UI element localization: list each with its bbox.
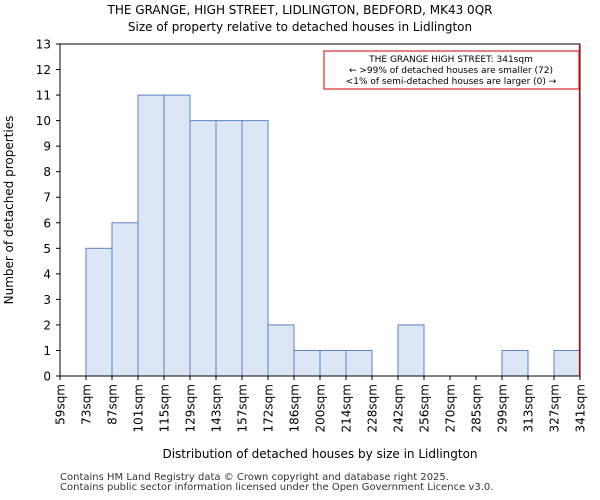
footer-line-1: Contains HM Land Registry data © Crown c… [60,472,449,483]
x-axis-label: Distribution of detached houses by size … [162,447,477,461]
x-tick-label: 87sqm [106,384,120,425]
histogram-bar [553,349,581,377]
footer-line-2: Contains public sector information licen… [60,482,494,493]
footer: Contains HM Land Registry data © Crown c… [60,473,493,493]
y-tick-label: 12 [36,63,51,77]
y-tick-label: 3 [43,293,51,307]
x-tick-label: 115sqm [158,384,172,432]
x-tick-label: 143sqm [210,384,224,432]
y-tick-label: 7 [43,191,51,205]
x-tick-label: 285sqm [470,384,484,432]
histogram-bar [293,349,321,377]
histogram-bar [267,324,295,377]
x-tick-label: 129sqm [184,384,198,432]
chart-subtitle: Size of property relative to detached ho… [128,20,472,34]
annotation-line-3: <1% of semi-detached houses are larger (… [346,77,557,87]
y-axis-label: Number of detached properties [2,116,16,305]
y-tick-label: 2 [43,318,51,332]
y-tick-label: 6 [43,216,51,230]
x-tick-label: 73sqm [80,384,94,425]
histogram-bar [501,349,529,377]
x-tick-label: 172sqm [262,384,276,432]
y-tick-label: 1 [43,344,51,358]
histogram-bar [241,120,269,377]
x-tick-label: 200sqm [314,384,328,432]
y-tick-label: 8 [43,165,51,179]
histogram-bar [345,349,373,377]
x-tick-label: 157sqm [236,384,250,432]
annotation-line-2: ← >99% of detached houses are smaller (7… [349,66,553,76]
x-tick-label: 242sqm [392,384,406,432]
y-tick-label: 5 [43,242,51,256]
histogram-bar [111,222,139,377]
y-tick-label: 4 [43,267,51,281]
annotation-line-1: THE GRANGE HIGH STREET: 341sqm [368,55,533,65]
histogram-bar [137,94,165,377]
x-tick-label: 59sqm [54,384,68,425]
y-tick-label: 13 [36,38,51,52]
y-tick-label: 0 [43,370,51,384]
x-tick-label: 327sqm [548,384,562,432]
histogram-bar [319,349,347,377]
x-tick-label: 186sqm [288,384,302,432]
histogram-bar [85,247,113,377]
x-tick-label: 101sqm [132,384,146,432]
x-tick-label: 313sqm [522,384,536,432]
x-tick-label: 270sqm [444,384,458,432]
x-tick-label: 299sqm [496,384,510,432]
x-tick-label: 228sqm [366,384,380,432]
histogram-bar [163,94,191,377]
x-tick-label: 256sqm [418,384,432,432]
x-axis: 59sqm 73sqm 87sqm 101sqm 115sqm 129sqm 143sqm 1… [54,376,588,432]
annotation-box: THE GRANGE HIGH STREET: 341sqm ← >99% of… [323,50,580,90]
bars-group [85,94,581,377]
x-tick-label: 341sqm [574,384,588,432]
histogram-bar [215,120,243,377]
histogram-bar [189,120,217,377]
y-tick-label: 11 [36,89,51,103]
histogram-bar [397,324,425,377]
y-tick-label: 10 [36,114,51,128]
y-tick-label: 9 [43,140,51,154]
x-tick-label: 214sqm [340,384,354,432]
chart-title: THE GRANGE, HIGH STREET, LIDLINGTON, BED… [107,3,493,17]
